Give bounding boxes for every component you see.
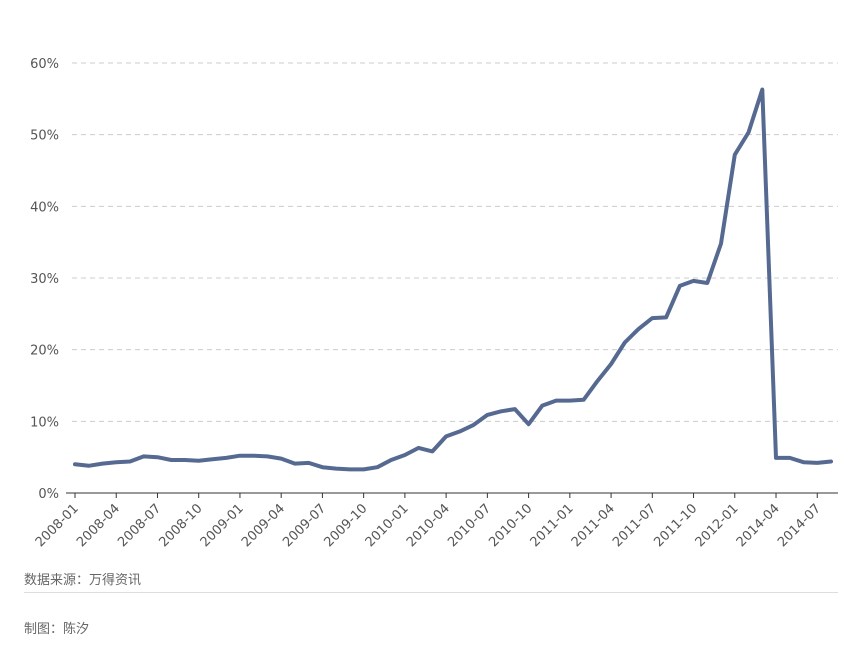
x-tick-label: 2011-04	[569, 501, 618, 550]
x-tick-label: 2010-04	[404, 501, 453, 550]
x-axis: 2008-012008-042008-072008-102009-012009-…	[33, 492, 838, 550]
x-tick-label: 2008-10	[157, 501, 206, 550]
x-tick-label: 2010-07	[445, 501, 494, 550]
x-tick-label: 2014-07	[775, 501, 824, 550]
x-tick-label: 2009-01	[198, 501, 247, 550]
y-axis: 0% 10% 20% 30% 40% 50% 60%	[30, 57, 59, 502]
line-chart: 0%10%20%30%40%50%60% 2008-012008-042008-…	[30, 57, 838, 550]
series-layer	[73, 87, 833, 472]
x-tick-label: 2008-07	[115, 501, 164, 550]
x-tick-label: 2008-01	[33, 501, 82, 550]
x-tick-label: 2008-04	[74, 501, 123, 550]
x-tick-label: 2009-07	[280, 501, 329, 550]
y-tick-label: 40%	[30, 200, 59, 215]
x-tick-label: 2011-01	[528, 501, 577, 550]
grid-lines	[72, 62, 838, 422]
series-line	[73, 87, 833, 472]
x-tick-label: 2009-10	[321, 501, 370, 550]
y-tick-label: 0%	[38, 487, 59, 502]
y-tick-label: 30%	[30, 272, 59, 287]
y-tick-label: 20%	[30, 344, 59, 359]
x-tick-label: 2010-01	[363, 501, 412, 550]
source-note: 数据来源：万得资讯	[24, 573, 142, 588]
x-tick-label: 2012-01	[693, 501, 742, 550]
y-tick-label: 60%	[30, 57, 59, 72]
y-tick-label: 10%	[30, 415, 59, 430]
x-tick-label: 2014-04	[734, 501, 783, 550]
y-tick-label: 50%	[30, 129, 59, 144]
x-tick-label: 2011-10	[651, 501, 700, 550]
x-tick-label: 2010-10	[486, 501, 535, 550]
x-tick-label: 2009-04	[239, 501, 288, 550]
x-tick-label: 2011-07	[610, 501, 659, 550]
author-note: 制图：陈汐	[24, 622, 90, 637]
footer-divider	[24, 592, 838, 593]
